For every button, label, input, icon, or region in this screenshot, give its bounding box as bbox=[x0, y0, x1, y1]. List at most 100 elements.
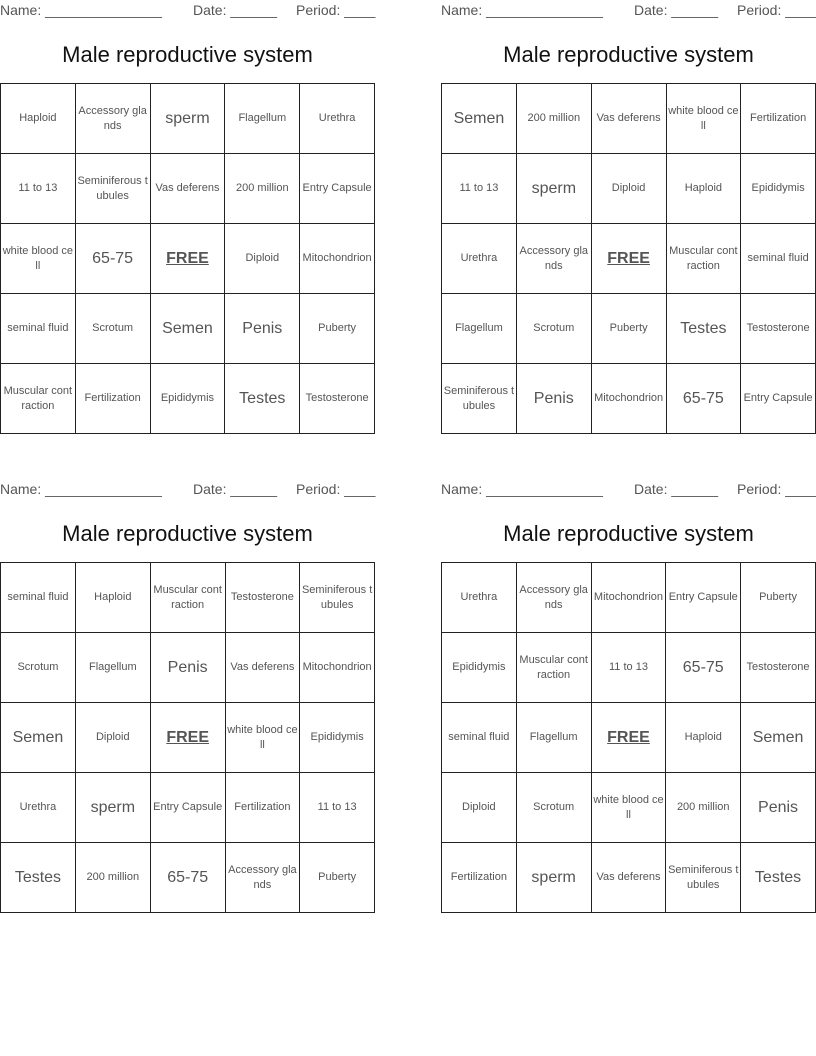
bingo-cell: 65-75 bbox=[665, 363, 742, 434]
bingo-card-3: Name: _______________ Date: ______ Perio… bbox=[0, 479, 375, 913]
bingo-cell: Penis bbox=[149, 632, 226, 703]
bingo-cell: Testes bbox=[224, 363, 301, 434]
bingo-cell: Haploid bbox=[0, 83, 76, 154]
grid-row: Epididymis Muscular contraction 11 to 13 65… bbox=[441, 632, 816, 703]
period-field: Period: ____ bbox=[737, 481, 816, 497]
bingo-cell: Puberty bbox=[590, 293, 667, 364]
bingo-cell: Vas deferens bbox=[590, 83, 667, 154]
bingo-cell: Entry Capsule bbox=[665, 562, 742, 633]
bingo-cell: Mitochondrion bbox=[590, 363, 667, 434]
bingo-cell: white blood cell bbox=[224, 702, 301, 773]
bingo-cell: 200 million bbox=[665, 772, 742, 843]
bingo-cell: Flagellum bbox=[441, 293, 517, 364]
free-space-cell: FREE bbox=[149, 223, 226, 294]
bingo-cell: Vas deferens bbox=[224, 632, 301, 703]
bingo-cell: Scrotum bbox=[515, 293, 592, 364]
grid-row: Semen Diploid FREE white blood cell Epididym… bbox=[0, 702, 375, 773]
grid-row: white blood cell 65-75 FREE Diploid Mitochon… bbox=[0, 223, 375, 294]
bingo-cell: Accessory glands bbox=[515, 223, 592, 294]
bingo-grid: Urethra Accessory glands Mitochondrion Entr… bbox=[441, 562, 816, 913]
bingo-cell: Urethra bbox=[0, 772, 76, 843]
bingo-cell: 200 million bbox=[515, 83, 592, 154]
card-title: Male reproductive system bbox=[503, 42, 754, 67]
bingo-cell: sperm bbox=[515, 842, 592, 913]
name-field: Name: _______________ bbox=[0, 481, 162, 497]
bingo-cell: Diploid bbox=[441, 772, 517, 843]
grid-row: 11 to 13 sperm Diploid Haploid Epididymis bbox=[441, 153, 816, 224]
bingo-cell: Muscular contraction bbox=[0, 363, 76, 434]
bingo-cell: seminal fluid bbox=[0, 562, 76, 633]
bingo-cell: 11 to 13 bbox=[590, 632, 667, 703]
bingo-cell: Puberty bbox=[299, 842, 375, 913]
grid-row: Flagellum Scrotum Puberty Testes Testosteron… bbox=[441, 293, 816, 364]
free-space-cell: FREE bbox=[149, 702, 226, 773]
bingo-cell: Flagellum bbox=[74, 632, 151, 703]
bingo-cell: 11 to 13 bbox=[299, 772, 375, 843]
date-field: Date: ______ bbox=[634, 481, 719, 497]
bingo-cell: Mitochondrion bbox=[590, 562, 667, 633]
card-title: Male reproductive system bbox=[62, 521, 313, 546]
bingo-cell: Epididymis bbox=[441, 632, 517, 703]
grid-row: Haploid Accessory glands sperm Flagellum Ure… bbox=[0, 83, 375, 154]
grid-row: Semen 200 million Vas deferens white blood … bbox=[441, 83, 816, 154]
bingo-cell: sperm bbox=[515, 153, 592, 224]
bingo-cell: Muscular contraction bbox=[665, 223, 742, 294]
bingo-cell: Seminiferous tubules bbox=[441, 363, 517, 434]
bingo-cell: Testes bbox=[740, 842, 816, 913]
free-space-cell: FREE bbox=[590, 702, 667, 773]
bingo-card-4: Name: _______________ Date: ______ Perio… bbox=[441, 479, 816, 913]
bingo-cell: Testosterone bbox=[740, 632, 816, 703]
bingo-cell: Fertilization bbox=[740, 83, 816, 154]
bingo-cell: Testosterone bbox=[740, 293, 816, 364]
period-field: Period: ____ bbox=[296, 481, 376, 497]
bingo-cell: Testosterone bbox=[224, 562, 301, 633]
date-field: Date: ______ bbox=[193, 481, 278, 497]
free-space-cell: FREE bbox=[590, 223, 667, 294]
bingo-cell: Scrotum bbox=[74, 293, 151, 364]
bingo-cell: Semen bbox=[441, 83, 517, 154]
period-field: Period: ____ bbox=[296, 2, 376, 18]
bingo-cell: Entry Capsule bbox=[149, 772, 226, 843]
bingo-cell: Urethra bbox=[299, 83, 375, 154]
card-header: Name: _______________ Date: ______ Perio… bbox=[0, 0, 375, 20]
bingo-cell: sperm bbox=[74, 772, 151, 843]
bingo-cell: Testes bbox=[665, 293, 742, 364]
date-field: Date: ______ bbox=[193, 2, 278, 18]
bingo-cell: Entry Capsule bbox=[299, 153, 375, 224]
bingo-cell: Mitochondrion bbox=[299, 632, 375, 703]
bingo-cell: Accessory glands bbox=[74, 83, 151, 154]
bingo-cell: 65-75 bbox=[149, 842, 226, 913]
bingo-cell: 11 to 13 bbox=[0, 153, 76, 224]
bingo-cell: seminal fluid bbox=[740, 223, 816, 294]
grid-row: seminal fluid Flagellum FREE Haploid Semen bbox=[441, 702, 816, 773]
bingo-grid: seminal fluid Haploid Muscular contraction… bbox=[0, 562, 375, 913]
bingo-cell: seminal fluid bbox=[441, 702, 517, 773]
card-header: Name: _______________ Date: ______ Perio… bbox=[441, 0, 816, 20]
bingo-cell: Semen bbox=[0, 702, 76, 773]
bingo-cell: Seminiferous tubules bbox=[299, 562, 375, 633]
bingo-cell: Diploid bbox=[224, 223, 301, 294]
grid-row: Scrotum Flagellum Penis Vas deferens Mitocho… bbox=[0, 632, 375, 703]
bingo-cell: Haploid bbox=[665, 702, 742, 773]
bingo-cell: 200 million bbox=[74, 842, 151, 913]
bingo-card-1: Name: _______________ Date: ______ Perio… bbox=[0, 0, 375, 434]
bingo-cell: seminal fluid bbox=[0, 293, 76, 364]
card-title: Male reproductive system bbox=[503, 521, 754, 546]
bingo-cell: Accessory glands bbox=[515, 562, 592, 633]
bingo-cell: Epididymis bbox=[299, 702, 375, 773]
bingo-cell: 200 million bbox=[224, 153, 301, 224]
bingo-grid: Haploid Accessory glands sperm Flagellum Ure… bbox=[0, 83, 375, 434]
bingo-cell: Epididymis bbox=[740, 153, 816, 224]
bingo-cell: Vas deferens bbox=[149, 153, 226, 224]
bingo-cell: Semen bbox=[740, 702, 816, 773]
bingo-cell: white blood cell bbox=[0, 223, 76, 294]
bingo-cell: white blood cell bbox=[665, 83, 742, 154]
bingo-cell: Muscular contraction bbox=[149, 562, 226, 633]
card-header: Name: _______________ Date: ______ Perio… bbox=[0, 479, 375, 499]
grid-row: Urethra Accessory glands Mitochondrion Entr… bbox=[441, 562, 816, 633]
bingo-cell: Seminiferous tubules bbox=[665, 842, 742, 913]
card-title: Male reproductive system bbox=[62, 42, 313, 67]
bingo-cell: Seminiferous tubules bbox=[74, 153, 151, 224]
bingo-cell: Diploid bbox=[74, 702, 151, 773]
bingo-cell: Urethra bbox=[441, 223, 517, 294]
